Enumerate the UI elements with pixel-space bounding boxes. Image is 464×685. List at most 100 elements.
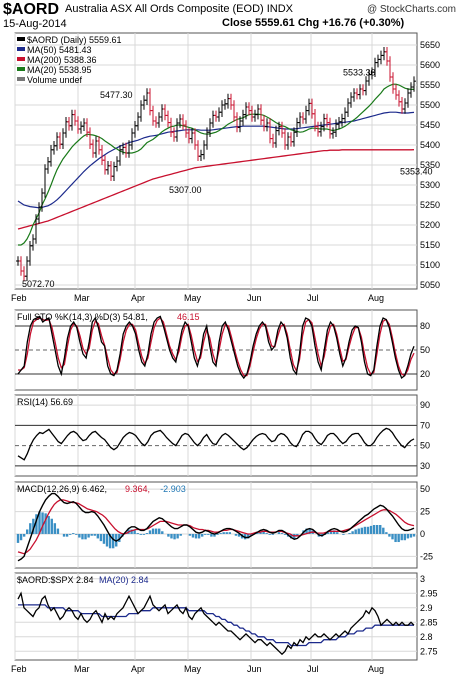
macd-histogram-bar	[357, 528, 360, 534]
macd-histogram-bar	[397, 533, 400, 543]
macd-histogram-bar	[406, 533, 410, 539]
macd-histogram-bar	[200, 533, 204, 537]
x-tick-label: Apr	[131, 664, 145, 674]
macd-histogram-bar	[354, 529, 357, 534]
panel-frame	[14, 481, 418, 569]
macd-histogram-bar	[225, 532, 228, 534]
macd-histogram-bar	[256, 533, 259, 534]
y-tick-label: 80	[420, 321, 430, 331]
macd-histogram-bar	[56, 528, 60, 534]
macd-histogram-bar	[148, 530, 152, 534]
macd-histogram-bar	[348, 533, 351, 534]
x-tick-label: Jul	[307, 293, 319, 303]
y-tick-label: 5150	[420, 240, 440, 250]
y-tick-label: 2.75	[420, 646, 438, 656]
macd-histogram-bar	[75, 533, 78, 535]
macd-histogram-bar	[204, 533, 207, 535]
macd-histogram-bar	[243, 533, 247, 540]
macd-histogram-bar	[268, 533, 271, 535]
macd-histogram-bar	[139, 533, 142, 535]
macd-histogram-bar	[118, 533, 121, 543]
macd-histogram-bar	[234, 533, 238, 536]
x-tick-label: Aug	[368, 293, 384, 303]
legend-entry: MA(20) 2.84	[99, 575, 149, 585]
macd-histogram-bar	[403, 533, 406, 541]
x-tick-label: Jun	[247, 293, 262, 303]
macd-histogram-bar	[213, 533, 216, 537]
legend-swatch	[17, 47, 25, 51]
legend-entry: MA(20) 5538.95	[27, 65, 92, 75]
macd-histogram-bar	[26, 529, 29, 534]
series-line-rsi	[17, 427, 415, 461]
y-tick-label: 5400	[420, 140, 440, 150]
chart-header: $AORD Australia ASX All Ords Composite (…	[0, 0, 464, 30]
macd-histogram-bar	[145, 533, 149, 534]
close-summary: Close 5559.61 Chg +16.76 (+0.30%)	[222, 17, 405, 29]
y-tick-label: 2.85	[420, 617, 438, 627]
macd-histogram-bar	[308, 528, 311, 534]
macd-histogram-bar	[329, 530, 333, 534]
y-tick-label: 0	[420, 529, 425, 539]
macd-histogram-bar	[176, 533, 179, 539]
macd-histogram-bar	[191, 533, 195, 538]
x-tick-label: May	[184, 293, 202, 303]
macd-histogram-bar	[237, 533, 241, 537]
macd-histogram-bar	[105, 533, 109, 547]
price-annotation: 5307.00	[169, 185, 202, 195]
macd-histogram-bar	[262, 531, 265, 534]
macd-signal-line	[17, 499, 415, 555]
macd-histogram-bar	[115, 533, 118, 547]
macd-histogram-bar	[78, 533, 81, 538]
macd-histogram-bar	[68, 533, 72, 535]
macd-histogram-bar	[277, 532, 281, 534]
macd-histogram-bar	[170, 533, 173, 539]
y-tick-label: 5200	[420, 220, 440, 230]
legend-entry: Full STO %K(14,3) %D(3) 54.81,	[17, 312, 148, 322]
macd-histogram-bar	[62, 533, 66, 537]
macd-histogram-bar	[388, 533, 391, 537]
macd-histogram-bar	[167, 533, 170, 537]
macd-histogram-bar	[332, 530, 336, 534]
y-tick-label: 5050	[420, 280, 440, 290]
legend-swatch	[17, 67, 25, 71]
legend-entry: Volume undef	[27, 75, 83, 85]
y-tick-label: 5600	[420, 60, 440, 70]
series-line--aord-spx	[17, 591, 415, 656]
macd-histogram-bar	[173, 533, 176, 540]
x-tick-label: Apr	[131, 293, 145, 303]
chart-date: 15-Aug-2014	[3, 18, 67, 30]
macd-histogram-bar	[65, 533, 69, 537]
y-tick-label: 20	[420, 369, 430, 379]
macd-histogram-bar	[19, 533, 23, 541]
panel-rsi	[14, 394, 418, 477]
price-annotation: 5072.70	[22, 279, 55, 289]
macd-histogram-bar	[108, 533, 112, 549]
macd-histogram-bar	[280, 533, 284, 534]
x-tick-label: Feb	[11, 664, 27, 674]
macd-histogram-bar	[90, 533, 93, 536]
legend-entry: MACD(12,26,9) 6.462,	[17, 484, 107, 494]
macd-histogram-bar	[197, 533, 201, 539]
y-tick-label: 90	[420, 400, 430, 410]
y-tick-label: 2.9	[420, 603, 433, 613]
macd-histogram-bar	[111, 533, 115, 549]
y-tick-label: 2.95	[420, 588, 438, 598]
macd-histogram-bar	[207, 533, 210, 535]
macd-histogram-bar	[44, 513, 47, 534]
macd-histogram-bar	[216, 533, 219, 535]
y-tick-label: 5300	[420, 180, 440, 190]
y-tick-label: 30	[420, 461, 430, 471]
macd-histogram-bar	[369, 525, 373, 534]
macd-histogram-bar	[366, 526, 370, 534]
panel-frame	[14, 309, 418, 391]
macd-histogram-bar	[35, 514, 38, 534]
macd-histogram-bar	[29, 523, 32, 534]
macd-histogram-bar	[247, 533, 250, 539]
y-tick-label: 5650	[420, 40, 440, 50]
macd-histogram-bar	[87, 533, 90, 538]
symbol-title: $AORD	[3, 1, 60, 18]
legend-entry: $AORD (Daily) 5559.61	[27, 35, 122, 45]
macd-histogram-bar	[305, 528, 308, 534]
macd-histogram-bar	[53, 523, 57, 534]
macd-histogram-bar	[194, 533, 198, 539]
